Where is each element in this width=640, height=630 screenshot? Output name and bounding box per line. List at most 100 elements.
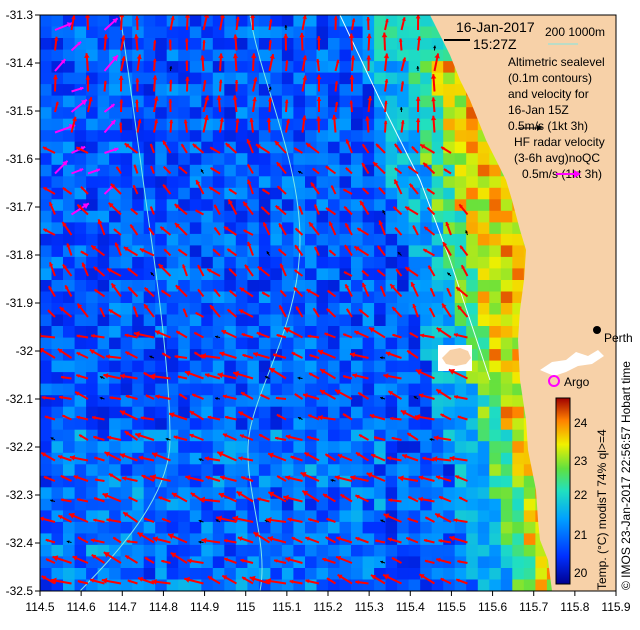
x-axis-ticks: 114.5 114.6 114.7 114.8 114.9 115 115.1 115.2 11… <box>25 591 631 614</box>
sst-cell <box>374 498 387 511</box>
sst-cell <box>443 187 456 200</box>
sst-cell <box>166 360 179 373</box>
current-arrowhead <box>216 95 222 100</box>
contour-1000m <box>247 15 301 591</box>
sst-cell <box>385 556 398 569</box>
sst-cell <box>63 199 76 212</box>
current-arrowhead <box>103 552 110 558</box>
sst-cell <box>270 187 283 200</box>
sst-cell <box>74 153 87 166</box>
sst-cell <box>178 280 191 293</box>
current-arrowhead <box>344 206 348 210</box>
current-arrowhead <box>235 16 240 21</box>
sst-cell <box>305 72 318 85</box>
sst-cell <box>178 222 191 235</box>
sst-cell <box>120 245 133 258</box>
current-arrowhead <box>169 119 174 124</box>
sst-cell <box>500 326 513 339</box>
sst-cell <box>293 303 306 316</box>
current-arrowhead <box>362 188 366 192</box>
current-arrowhead <box>269 19 273 23</box>
sst-cell <box>178 84 191 97</box>
sst-cell <box>466 199 479 212</box>
current-arrowhead <box>199 496 205 503</box>
sst-cell <box>500 418 513 431</box>
sst-cell <box>316 280 329 293</box>
current-arrowhead <box>184 38 189 42</box>
sst-cell <box>339 118 352 131</box>
sst-cell <box>40 268 53 281</box>
sst-cell <box>466 556 479 569</box>
sst-cell <box>466 429 479 442</box>
sst-cell <box>258 452 271 465</box>
current-arrowhead <box>150 272 154 276</box>
current-arrowhead <box>275 205 280 210</box>
sst-cell <box>224 210 237 223</box>
sst-cell <box>328 268 341 281</box>
sst-cell <box>281 418 294 431</box>
current-arrowhead <box>268 452 274 459</box>
sst-cell <box>270 441 283 454</box>
sst-cell <box>224 15 237 28</box>
sst-cell <box>97 130 110 143</box>
sst-cell <box>258 164 271 177</box>
sst-cell <box>397 49 410 62</box>
sst-cell <box>120 556 133 569</box>
sst-cell <box>281 199 294 212</box>
sst-cell <box>109 72 122 85</box>
current-arrowhead <box>109 473 114 478</box>
sst-cell <box>408 418 421 431</box>
sst-cell <box>132 95 145 108</box>
sst-cell <box>362 84 375 97</box>
sst-cell <box>420 153 433 166</box>
sst-cell <box>316 441 329 454</box>
current-arrowhead <box>456 578 460 583</box>
sst-cell <box>281 395 294 408</box>
current-arrowhead <box>66 22 73 28</box>
sst-cell <box>466 418 479 431</box>
sst-cell <box>178 95 191 108</box>
current-arrowhead <box>430 288 434 292</box>
sst-cell <box>132 199 145 212</box>
sst-cell <box>189 84 202 97</box>
sst-cell <box>293 130 306 143</box>
sst-cell <box>212 544 225 557</box>
sst-cell <box>120 107 133 120</box>
sst-cell <box>258 256 271 269</box>
current-arrowhead <box>314 246 318 250</box>
current-arrowhead <box>233 34 238 39</box>
sst-cell <box>51 510 64 523</box>
current-arrowhead <box>127 579 131 583</box>
current-arrowhead <box>68 512 75 519</box>
current-arrowhead <box>205 373 210 378</box>
colorbar-gradient <box>555 397 571 585</box>
sst-cell <box>212 464 225 477</box>
current-arrowhead <box>252 97 257 102</box>
sst-cell <box>489 199 502 212</box>
sst-cell <box>339 544 352 557</box>
sst-cell <box>178 38 191 51</box>
current-arrowhead <box>195 312 199 316</box>
sst-cell <box>86 291 99 304</box>
sst-cell <box>408 245 421 258</box>
current-arrowhead <box>424 226 429 231</box>
current-arrowhead <box>77 498 81 502</box>
sst-cell <box>86 441 99 454</box>
sst-cell <box>201 429 214 442</box>
sst-cell <box>466 268 479 281</box>
sst-cell <box>477 256 490 269</box>
sst-cell <box>212 579 225 591</box>
sst-cell <box>431 199 444 212</box>
current-arrowhead <box>120 35 126 40</box>
sst-cell <box>328 107 341 120</box>
current-arrowhead <box>314 204 318 208</box>
sst-cell <box>51 475 64 488</box>
sst-cell <box>258 418 271 431</box>
sst-cell <box>109 61 122 74</box>
sst-cell <box>86 568 99 581</box>
current-arrowhead <box>79 86 84 91</box>
sst-cell <box>224 464 237 477</box>
sst-cell <box>166 268 179 281</box>
current-arrowhead <box>114 242 119 247</box>
current-arrowhead <box>256 332 261 336</box>
